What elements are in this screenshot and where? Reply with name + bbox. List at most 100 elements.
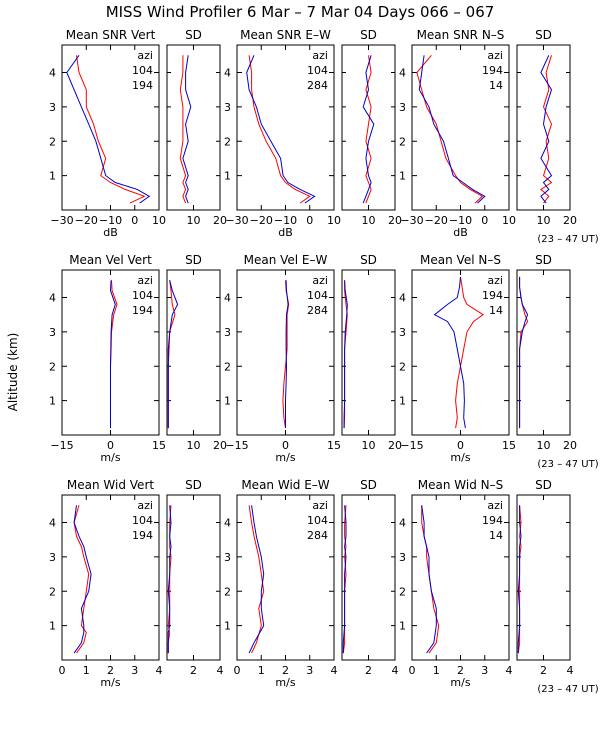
y-tick-label: 1 bbox=[224, 395, 231, 408]
y-tick-label: 3 bbox=[399, 551, 406, 564]
legend-header: azi bbox=[312, 49, 328, 62]
sd-x-tick-label: 20 bbox=[388, 214, 402, 227]
panel-title: Mean SNR Vert bbox=[66, 28, 156, 42]
y-tick-label: 1 bbox=[224, 620, 231, 633]
y-tick-label: 4 bbox=[399, 67, 406, 80]
y-tick-label: 4 bbox=[224, 67, 231, 80]
panel-title: Mean Wid N–S bbox=[418, 478, 503, 492]
sd-panel-title: SD bbox=[360, 28, 377, 42]
legend-entry-284: 284 bbox=[307, 304, 328, 317]
y-tick-label: 3 bbox=[49, 101, 56, 114]
series-line-sd-284 bbox=[342, 505, 347, 654]
sd-x-tick-label: 10 bbox=[537, 214, 551, 227]
sd-axes-frame bbox=[166, 44, 221, 211]
legend-entry-284: 284 bbox=[307, 79, 328, 92]
series-line-mean-194 bbox=[416, 54, 484, 204]
x-tick-label: −15 bbox=[225, 439, 248, 452]
series-line-sd-14 bbox=[519, 276, 529, 429]
y-tick-label: 4 bbox=[49, 67, 56, 80]
sd-axes-frame bbox=[516, 494, 571, 661]
x-tick-label: −10 bbox=[449, 214, 472, 227]
time-range-note: (23 – 47 UT) bbox=[537, 459, 598, 470]
sd-x-tick-label: 2 bbox=[190, 664, 197, 677]
legend-entry-194: 194 bbox=[132, 79, 153, 92]
x-axis-label: dB bbox=[103, 226, 118, 239]
panel-0-0: Mean SNR Vert SD 1 2 3 4 −30 −20 −10 0 10 10 20 dB azi… bbox=[49, 28, 227, 239]
y-tick-label: 1 bbox=[399, 170, 406, 183]
x-tick-label: 0 bbox=[234, 664, 241, 677]
legend-entry-104: 104 bbox=[132, 64, 153, 77]
x-axis-label: dB bbox=[278, 226, 293, 239]
x-tick-label: 0 bbox=[59, 664, 66, 677]
panel-1-2: Mean Vel N–S SD 1 2 3 4 −15 0 15 10 20 m/s azi 194 14 (… bbox=[399, 253, 599, 470]
y-tick-label: 1 bbox=[399, 620, 406, 633]
x-tick-label: 4 bbox=[156, 664, 163, 677]
legend-header: azi bbox=[312, 499, 328, 512]
x-tick-label: 3 bbox=[131, 664, 138, 677]
series-line-sd-14 bbox=[517, 505, 522, 654]
y-tick-label: 4 bbox=[49, 517, 56, 530]
x-tick-label: 4 bbox=[506, 664, 513, 677]
x-axis-label: m/s bbox=[100, 451, 120, 464]
legend-header: azi bbox=[137, 49, 153, 62]
x-axis-label: m/s bbox=[450, 451, 470, 464]
sd-panel-title: SD bbox=[360, 478, 377, 492]
sd-axes-frame bbox=[516, 44, 571, 211]
legend-entry-194: 194 bbox=[482, 514, 503, 527]
y-tick-label: 2 bbox=[49, 135, 56, 148]
y-tick-label: 2 bbox=[224, 135, 231, 148]
sd-x-tick-label: 20 bbox=[213, 439, 227, 452]
legend-entry-194: 194 bbox=[132, 529, 153, 542]
x-tick-label: −20 bbox=[425, 214, 448, 227]
panel-title: Mean Vel E–W bbox=[244, 253, 328, 267]
panel-0-2: Mean SNR N–S SD 1 2 3 4 −30 −20 −10 0 10 10 20 dB azi 1… bbox=[399, 28, 599, 245]
x-tick-label: 2 bbox=[457, 664, 464, 677]
y-tick-label: 4 bbox=[399, 517, 406, 530]
series-line-mean-194 bbox=[455, 276, 484, 429]
series-line-sd-194 bbox=[182, 55, 192, 204]
x-tick-label: −15 bbox=[50, 439, 73, 452]
series-line-sd-104 bbox=[365, 55, 372, 204]
x-tick-label: −15 bbox=[400, 439, 423, 452]
x-tick-label: −20 bbox=[250, 214, 273, 227]
legend-header: azi bbox=[487, 49, 503, 62]
sd-panel-title: SD bbox=[535, 253, 552, 267]
sd-x-tick-label: 10 bbox=[187, 214, 201, 227]
sd-axes-frame bbox=[341, 44, 396, 211]
sd-panel-title: SD bbox=[535, 478, 552, 492]
x-tick-label: 1 bbox=[83, 664, 90, 677]
y-tick-label: 2 bbox=[49, 360, 56, 373]
x-tick-label: −20 bbox=[75, 214, 98, 227]
series-line-mean-284 bbox=[285, 280, 289, 429]
legend-entry-104: 104 bbox=[132, 514, 153, 527]
panel-2-1: Mean Wid E–W SD 1 2 3 4 0 1 2 3 4 2 4 m/s azi 104 284 bbox=[224, 478, 399, 689]
sd-panel-title: SD bbox=[185, 478, 202, 492]
series-line-sd-194 bbox=[167, 280, 179, 429]
legend-header: azi bbox=[137, 499, 153, 512]
panel-title: Mean Wid Vert bbox=[67, 478, 154, 492]
legend-header: azi bbox=[312, 274, 328, 287]
series-line-mean-194 bbox=[66, 55, 151, 204]
y-tick-label: 1 bbox=[49, 395, 56, 408]
x-axis-label: dB bbox=[453, 226, 468, 239]
x-tick-label: 0 bbox=[409, 664, 416, 677]
x-tick-label: 15 bbox=[502, 439, 516, 452]
sd-x-tick-label: 10 bbox=[362, 214, 376, 227]
y-tick-label: 3 bbox=[224, 326, 231, 339]
y-tick-label: 1 bbox=[224, 170, 231, 183]
sd-x-tick-label: 20 bbox=[213, 214, 227, 227]
series-line-mean-104 bbox=[76, 55, 146, 204]
x-tick-label: 10 bbox=[327, 214, 341, 227]
y-tick-label: 3 bbox=[224, 551, 231, 564]
y-tick-label: 1 bbox=[49, 170, 56, 183]
series-line-mean-104 bbox=[110, 280, 118, 429]
y-tick-label: 3 bbox=[399, 101, 406, 114]
panel-title: Mean SNR N–S bbox=[417, 28, 505, 42]
sd-x-tick-label: 20 bbox=[563, 439, 577, 452]
series-line-sd-284 bbox=[343, 280, 348, 429]
series-line-sd-104 bbox=[167, 280, 176, 429]
legend-entry-104: 104 bbox=[307, 289, 328, 302]
legend-entry-194: 194 bbox=[482, 64, 503, 77]
series-line-sd-194 bbox=[540, 55, 553, 204]
